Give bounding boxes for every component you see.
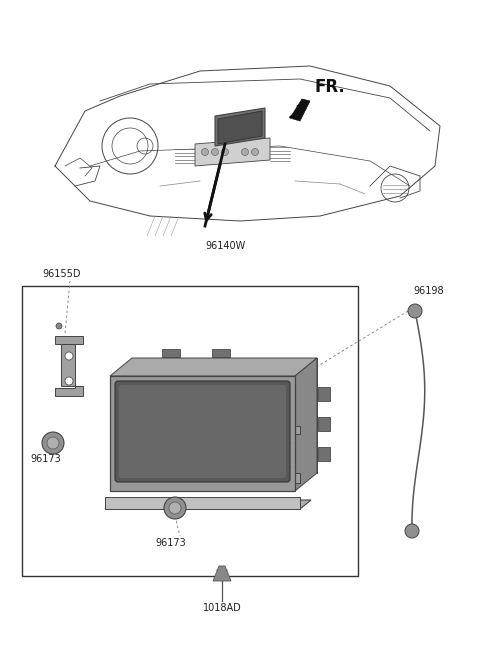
Bar: [318, 417, 330, 431]
Circle shape: [65, 377, 73, 385]
Text: 1018AD: 1018AD: [203, 603, 241, 613]
Circle shape: [169, 502, 181, 514]
Text: 96198: 96198: [413, 286, 444, 296]
Bar: [110, 376, 295, 491]
Bar: [105, 497, 300, 509]
Circle shape: [164, 497, 186, 519]
Bar: [22, 286, 358, 576]
FancyBboxPatch shape: [115, 381, 290, 482]
Bar: [318, 387, 330, 401]
Circle shape: [65, 352, 73, 360]
Bar: [162, 349, 180, 357]
Circle shape: [282, 439, 290, 447]
Circle shape: [202, 148, 208, 155]
Circle shape: [47, 437, 59, 449]
Circle shape: [42, 432, 64, 454]
Circle shape: [405, 524, 419, 538]
Polygon shape: [213, 566, 231, 581]
Text: FR.: FR.: [315, 78, 346, 96]
Circle shape: [408, 304, 422, 318]
Circle shape: [56, 323, 62, 329]
Polygon shape: [110, 358, 317, 376]
Circle shape: [282, 463, 290, 471]
Polygon shape: [218, 111, 262, 144]
Circle shape: [241, 148, 249, 155]
Polygon shape: [272, 426, 300, 483]
Text: 96173: 96173: [155, 538, 186, 548]
FancyBboxPatch shape: [119, 385, 286, 478]
Bar: [212, 349, 230, 357]
Circle shape: [221, 148, 228, 155]
Polygon shape: [55, 336, 83, 396]
Bar: [318, 447, 330, 461]
Polygon shape: [215, 108, 265, 146]
Text: 96140W: 96140W: [205, 241, 245, 251]
Polygon shape: [105, 500, 311, 509]
Circle shape: [212, 148, 218, 155]
Circle shape: [252, 148, 259, 155]
Text: 96155D: 96155D: [42, 269, 81, 279]
Text: 96155E: 96155E: [265, 414, 302, 424]
Text: 96173: 96173: [30, 454, 61, 464]
Polygon shape: [290, 99, 310, 121]
Polygon shape: [295, 358, 317, 491]
Polygon shape: [132, 358, 317, 473]
Polygon shape: [195, 138, 270, 166]
